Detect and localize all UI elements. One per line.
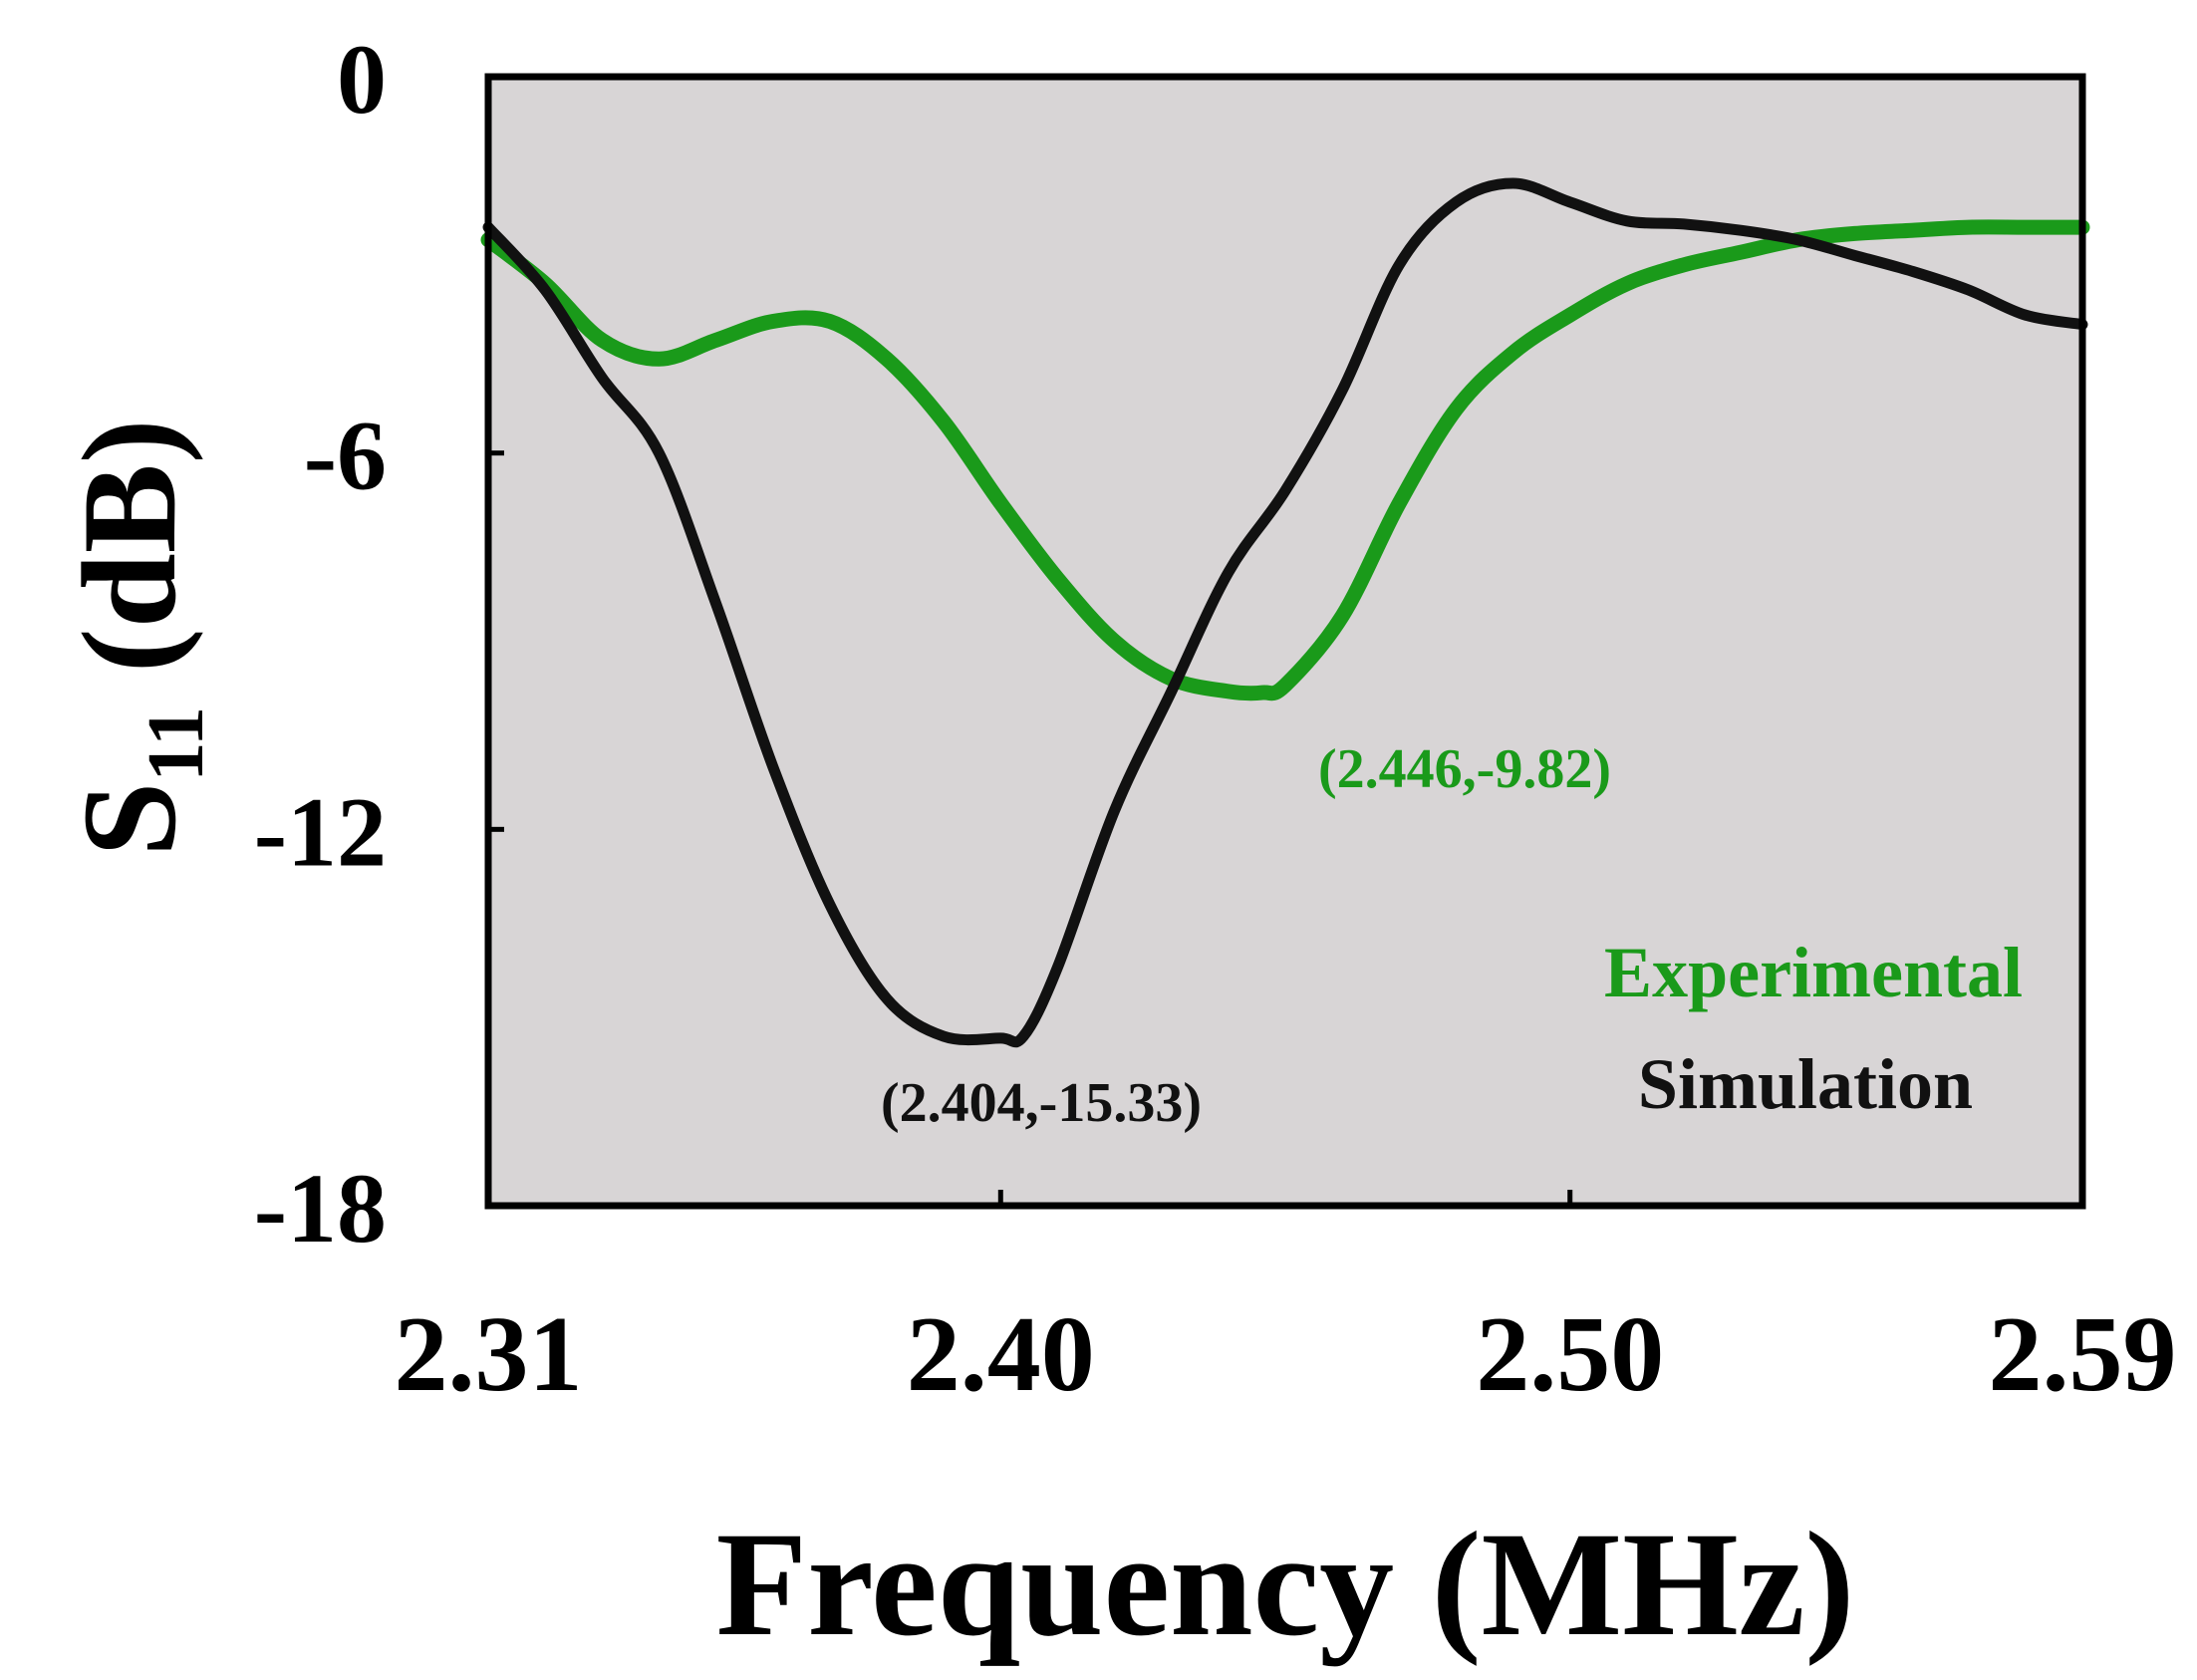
y-tick-label: -12 <box>254 776 387 887</box>
x-axis-label: Frequency (MHz) <box>716 1502 1855 1667</box>
plot-frame <box>484 73 2086 1210</box>
series-simulation-line <box>482 177 2088 1048</box>
legend-experimental: Experimental <box>1604 933 2023 1012</box>
y-axis-label-main: S <box>56 782 204 857</box>
y-tick-label: -18 <box>254 1153 387 1263</box>
y-axis-label: S11 (dB) <box>56 419 220 856</box>
annotation-experimental-min: (2.446,-9.82) <box>1318 738 1611 800</box>
plot-background <box>488 77 2082 1206</box>
y-axis-label-subscript: 11 <box>133 706 220 782</box>
x-ticks: 2.31 2.40 2.50 2.59 <box>395 1190 2177 1414</box>
x-tick-label: 2.59 <box>1989 1295 2177 1414</box>
legend-simulation: Simulation <box>1638 1044 1973 1124</box>
y-tick-label: -6 <box>304 401 387 511</box>
y-axis-label-unit: (dB) <box>56 419 204 706</box>
series-layer <box>480 177 2090 1048</box>
x-tick-label: 2.40 <box>907 1295 1095 1414</box>
y-ticks: 0 -6 -12 -18 <box>254 24 504 1263</box>
x-tick-label: 2.50 <box>1476 1295 1664 1414</box>
y-tick-label: 0 <box>337 24 387 135</box>
annotation-simulation-min: (2.404,-15.33) <box>881 1072 1202 1134</box>
x-tick-label: 2.31 <box>395 1295 583 1414</box>
